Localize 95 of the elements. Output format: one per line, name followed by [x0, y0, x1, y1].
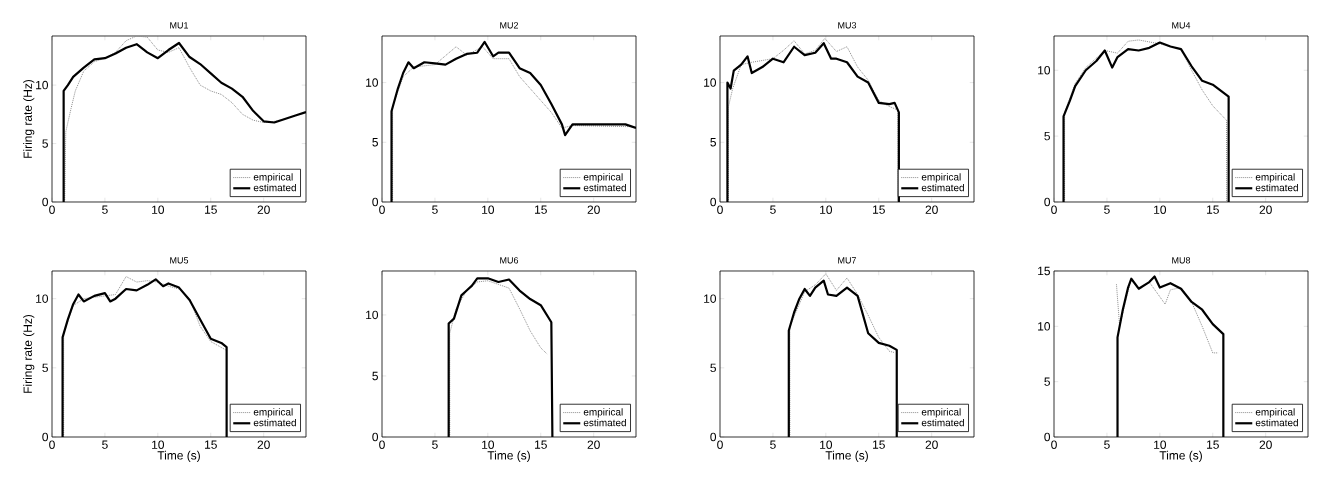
y-tick-label: 10 [1038, 66, 1051, 75]
legend-label: empirical [1255, 408, 1295, 418]
y-tick-label: 10 [36, 80, 49, 90]
x-tick-label: 5 [770, 440, 776, 449]
legend-label: estimated [1255, 183, 1298, 192]
legend-label: empirical [253, 408, 293, 418]
y-tick-label: 5 [42, 139, 48, 148]
x-tick-label: 20 [257, 205, 270, 214]
x-tick-label: 5 [102, 205, 108, 214]
y-tick-label: 5 [710, 363, 716, 372]
x-tick-label: 20 [1259, 440, 1272, 449]
x-tick-label: 10 [482, 205, 495, 214]
x-tick-label: 0 [1051, 440, 1057, 449]
legend-label: estimated [253, 183, 296, 192]
y-tick-label: 5 [710, 138, 716, 147]
legend-label: empirical [1255, 173, 1295, 183]
legend-label: empirical [583, 173, 623, 183]
chart-title: MU3 [838, 22, 857, 29]
x-axis-title: Time (s) [487, 450, 530, 462]
legend-label: empirical [921, 173, 961, 183]
y-tick-label: 5 [1044, 377, 1050, 386]
x-tick-label: 20 [925, 205, 938, 214]
x-tick-label: 20 [925, 440, 938, 449]
x-tick-label: 5 [432, 205, 438, 214]
y-tick-label: 0 [710, 432, 717, 442]
x-tick-label: 10 [152, 440, 165, 449]
x-tick-label: 20 [587, 205, 600, 214]
chart-title: MU2 [500, 22, 519, 29]
legend-label: empirical [253, 173, 293, 183]
x-tick-label: 15 [205, 205, 217, 214]
y-tick-label: 0 [1044, 432, 1051, 442]
chart-title: MU5 [170, 257, 189, 264]
x-tick-label: 5 [770, 205, 776, 214]
x-tick-label: 20 [257, 440, 270, 449]
y-tick-label: 5 [372, 138, 378, 147]
chart-title: MU6 [500, 257, 519, 264]
x-tick-label: 10 [1154, 440, 1167, 449]
x-tick-label: 0 [49, 440, 55, 449]
x-tick-label: 15 [535, 440, 547, 449]
y-tick-label: 5 [42, 363, 48, 372]
x-tick-label: 5 [432, 440, 438, 449]
x-tick-label: 10 [1154, 205, 1167, 214]
x-tick-label: 5 [1104, 205, 1110, 214]
y-tick-label: 0 [372, 432, 379, 442]
y-tick-label: 10 [366, 310, 379, 320]
x-tick-label: 15 [1207, 440, 1219, 449]
y-tick-label: 15 [1038, 266, 1050, 276]
x-axis-title: Time (s) [157, 450, 200, 462]
x-tick-label: 10 [152, 205, 165, 214]
x-tick-label: 15 [873, 205, 885, 214]
y-tick-label: 0 [372, 197, 379, 207]
y-tick-label: 10 [366, 78, 379, 87]
x-tick-label: 15 [873, 440, 885, 449]
y-axis-title: Firing rate (Hz) [23, 79, 35, 158]
x-tick-label: 20 [1259, 205, 1272, 214]
legend-label: estimated [253, 418, 296, 427]
y-axis-title: Firing rate (Hz) [23, 314, 35, 393]
chart-title: MU4 [1172, 22, 1191, 29]
x-tick-label: 10 [820, 440, 833, 449]
legend-label: estimated [1255, 418, 1298, 427]
x-tick-label: 0 [717, 205, 723, 214]
x-tick-label: 10 [482, 440, 495, 449]
x-tick-label: 0 [1051, 205, 1057, 214]
y-tick-label: 0 [710, 197, 717, 207]
legend-label: estimated [583, 418, 626, 427]
y-tick-label: 0 [42, 197, 49, 207]
x-tick-label: 5 [102, 440, 108, 449]
y-tick-label: 10 [704, 294, 717, 303]
chart-title: MU1 [170, 22, 189, 29]
x-tick-label: 0 [717, 440, 723, 449]
legend-label: estimated [921, 418, 964, 427]
y-tick-label: 5 [372, 371, 378, 381]
chart-title: MU7 [838, 257, 857, 264]
legend-label: empirical [921, 408, 961, 418]
chart-title: MU8 [1172, 257, 1191, 264]
x-tick-label: 0 [379, 205, 385, 214]
y-tick-label: 0 [42, 432, 49, 442]
y-tick-label: 5 [1044, 131, 1050, 141]
legend-label: empirical [583, 408, 623, 418]
x-tick-label: 0 [49, 205, 55, 214]
x-tick-label: 10 [820, 205, 833, 214]
x-tick-label: 0 [379, 440, 385, 449]
y-tick-label: 10 [704, 78, 717, 87]
legend-label: estimated [921, 183, 964, 192]
x-tick-label: 15 [1207, 205, 1219, 214]
x-tick-label: 15 [205, 440, 217, 449]
x-axis-title: Time (s) [825, 450, 868, 462]
x-tick-label: 20 [587, 440, 600, 449]
legend-label: estimated [583, 183, 626, 192]
x-tick-label: 15 [535, 205, 547, 214]
x-tick-label: 5 [1104, 440, 1110, 449]
y-tick-label: 0 [1044, 197, 1051, 207]
x-axis-title: Time (s) [1159, 450, 1202, 462]
y-tick-label: 10 [1038, 322, 1051, 331]
y-tick-label: 10 [36, 294, 49, 303]
